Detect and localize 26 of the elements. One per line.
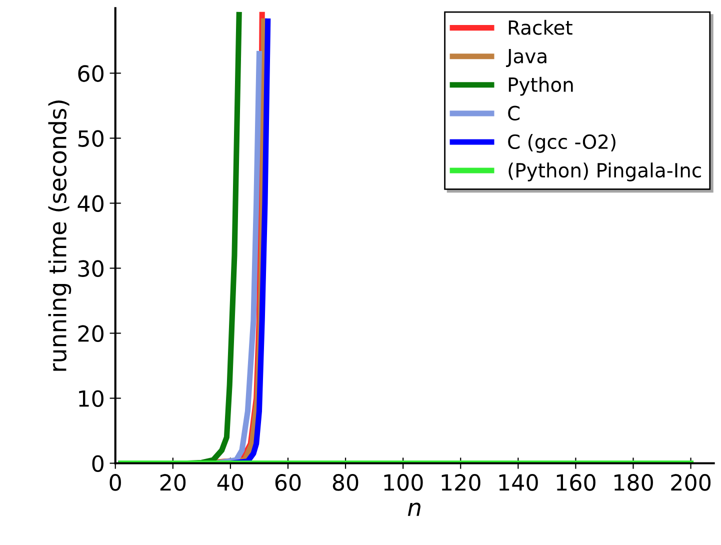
y-tick-label: 40	[78, 195, 104, 212]
x-tick-label: 80	[332, 474, 358, 491]
y-tick-label: 10	[79, 390, 104, 407]
x-tick-label: 180	[614, 474, 653, 491]
y-tick-label: 60	[78, 65, 104, 82]
x-tick-label: 140	[499, 474, 538, 491]
x-tick-label: 0	[110, 474, 121, 491]
y-tick-label: 0	[92, 455, 104, 472]
x-tick-label: 100	[384, 474, 423, 491]
x-axis-title: n	[408, 502, 420, 516]
x-tick-label: 160	[556, 474, 596, 491]
legend-label: Java	[506, 48, 546, 68]
legend-label: (Python) Pingala-Inc	[508, 162, 701, 182]
y-tick-label: 20	[78, 325, 104, 342]
legend-label: C (gcc -O2)	[508, 134, 616, 153]
x-tick-label: 40	[217, 474, 244, 491]
x-tick-label: 60	[275, 474, 301, 491]
legend-label: C	[508, 106, 520, 121]
legend-label: Racket	[508, 20, 572, 35]
y-tick-label: 30	[78, 260, 104, 277]
y-tick-label: 50	[78, 130, 104, 147]
x-tick-label: 200	[671, 474, 711, 491]
x-tick-label: 20	[160, 474, 186, 491]
x-tick-label: 120	[442, 474, 480, 491]
legend-label: Python	[508, 76, 573, 96]
y-axis-title: running time (seconds)	[48, 100, 72, 371]
